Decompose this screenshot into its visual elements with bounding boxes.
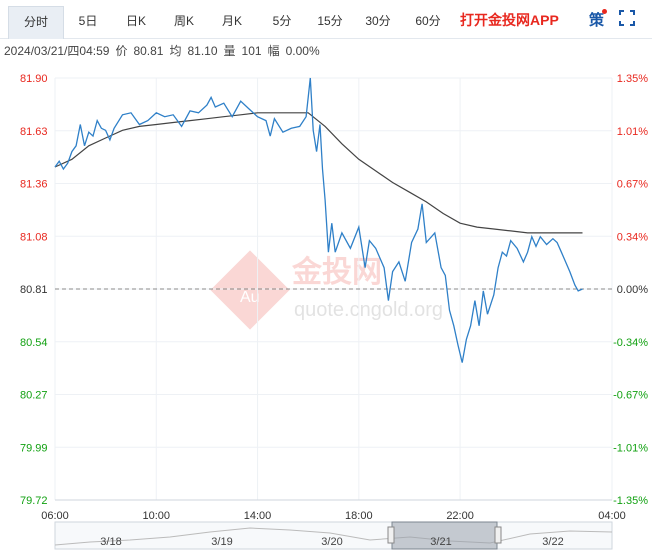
y-tick-label-right: -1.35% xyxy=(613,495,648,507)
navigator-selection[interactable] xyxy=(391,521,498,550)
y-tick-label-left: 80.27 xyxy=(20,390,48,402)
price-label: 价 xyxy=(115,44,128,58)
y-tick-label-left: 79.99 xyxy=(20,442,48,454)
fullscreen-icon[interactable] xyxy=(619,10,635,26)
y-tick-label-left: 79.72 xyxy=(20,495,48,507)
y-tick-label-left: 81.90 xyxy=(20,73,48,85)
tab-5day[interactable]: 5日 xyxy=(78,14,98,28)
volume-value: 101 xyxy=(241,44,262,58)
chart-grid xyxy=(54,77,613,501)
y-tick-label-left: 81.36 xyxy=(20,179,48,191)
navigator-handle-right[interactable] xyxy=(494,526,502,544)
tab-30min[interactable]: 30分 xyxy=(365,14,391,28)
x-tick-label: 04:00 xyxy=(598,510,626,522)
y-tick-label-left: 80.54 xyxy=(20,337,48,349)
tab-monthly-k[interactable]: 月K xyxy=(221,14,242,28)
tab-15min[interactable]: 15分 xyxy=(317,14,343,28)
quote-datetime: 2024/03/21/四04:59 xyxy=(4,44,110,58)
navigator-track[interactable] xyxy=(54,521,613,550)
y-tick-label-right: -0.67% xyxy=(613,390,648,402)
notification-dot xyxy=(602,9,607,14)
tab-weekly-k[interactable]: 周K xyxy=(173,14,194,28)
watermark-url: quote.cngold.org xyxy=(294,299,443,321)
navigator-date-label: 3/20 xyxy=(321,536,342,548)
tab-60min[interactable]: 60分 xyxy=(415,14,441,28)
navigator-handle-left[interactable] xyxy=(387,526,395,544)
x-tick-label: 18:00 xyxy=(345,510,373,522)
y-tick-label-right: 0.67% xyxy=(617,179,648,191)
price-value: 80.81 xyxy=(133,44,164,58)
period-tabbar: 分时 5日 日K 周K 月K 5分 15分 30分 60分 打开金投网APP 策 xyxy=(0,0,652,39)
range-value: 0.00% xyxy=(285,44,320,58)
y-tick-label-left: 80.81 xyxy=(20,284,48,296)
x-tick-label: 06:00 xyxy=(41,510,69,522)
volume-label: 量 xyxy=(223,44,236,58)
tab-5min[interactable]: 5分 xyxy=(272,14,292,28)
y-tick-label-right: 1.35% xyxy=(617,73,648,85)
watermark: Au 金投网 quote.cngold.org xyxy=(210,250,443,330)
y-tick-label-left: 81.63 xyxy=(20,126,48,138)
strategy-button[interactable]: 策 xyxy=(589,12,605,29)
watermark-logo: 金投网 xyxy=(291,255,382,290)
x-tick-label: 14:00 xyxy=(244,510,272,522)
y-tick-label-right: 0.34% xyxy=(617,231,648,243)
average-price-line xyxy=(54,112,583,234)
navigator-date-label: 3/21 xyxy=(430,536,451,548)
open-app-link[interactable]: 打开金投网APP xyxy=(460,12,559,28)
range-navigator[interactable]: 3/18 3/19 3/20 3/21 3/22 xyxy=(54,521,613,550)
y-tick-label-right: -0.34% xyxy=(613,337,648,349)
y-tick-label-right: 1.01% xyxy=(617,126,648,138)
quote-info-bar: 2024/03/21/四04:59 价 80.81 均 81.10 量 101 幅 0.00% xyxy=(4,42,326,59)
y-tick-label-right: -1.01% xyxy=(613,442,648,454)
navigator-date-label: 3/18 xyxy=(100,536,121,548)
y-tick-label-left: 81.08 xyxy=(20,231,48,243)
price-line xyxy=(54,77,583,363)
tab-intraday[interactable]: 分时 xyxy=(8,6,64,39)
y-axis-right: 1.35% 1.01% 0.67% 0.34% 0.00% -0.34% -0.67% -1.… xyxy=(613,73,648,507)
x-tick-label: 22:00 xyxy=(446,510,474,522)
x-axis: 06:00 10:00 14:00 18:00 22:00 04:00 xyxy=(41,499,626,522)
watermark-badge: Au xyxy=(240,289,260,306)
x-tick-label: 10:00 xyxy=(143,510,171,522)
navigator-date-label: 3/22 xyxy=(542,536,563,548)
avg-value: 81.10 xyxy=(187,44,218,58)
tab-daily-k[interactable]: 日K xyxy=(125,14,146,28)
range-label: 幅 xyxy=(267,44,280,58)
navigator-date-label: 3/19 xyxy=(211,536,232,548)
y-tick-label-right: 0.00% xyxy=(617,284,648,296)
y-axis-left: 81.90 81.63 81.36 81.08 80.81 80.54 80.27 79.99… xyxy=(20,73,48,507)
avg-label: 均 xyxy=(169,44,182,58)
navigator-sparkline xyxy=(54,527,613,546)
